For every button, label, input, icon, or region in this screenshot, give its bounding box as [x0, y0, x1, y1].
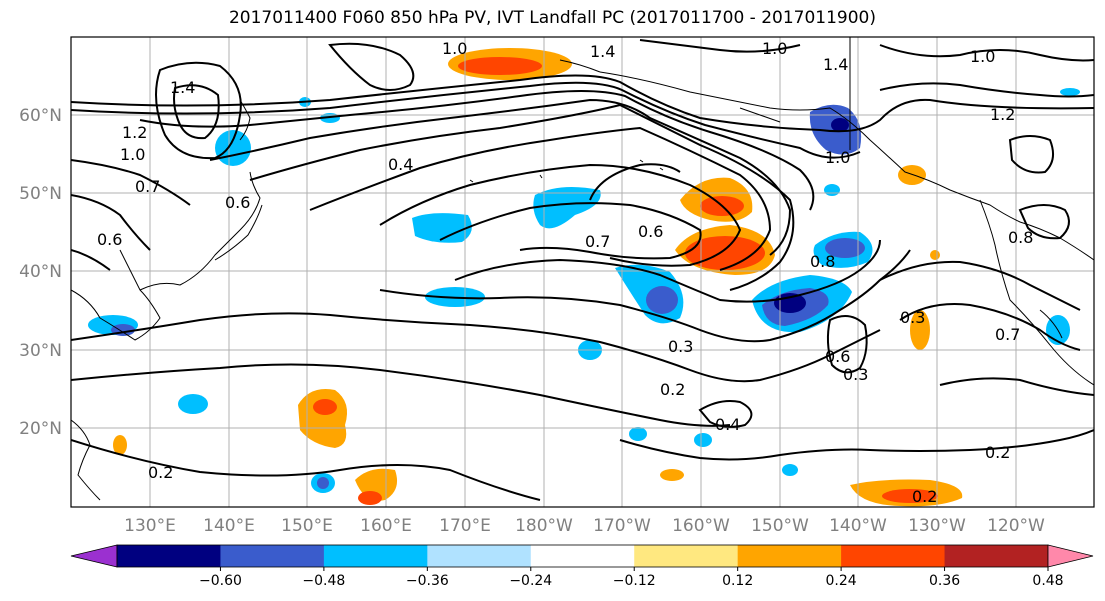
contour-label: 1.4: [170, 78, 195, 97]
colorbar-cell: [944, 545, 1049, 567]
contour-label: 1.2: [122, 123, 147, 142]
colorbar-cell: [841, 545, 946, 567]
contour-label: 0.2: [148, 463, 173, 482]
positive-blob-alaska-north: [448, 48, 572, 80]
lat-label-20n: 20°N: [19, 419, 62, 439]
colorbar-ticks: −0.60 −0.48 −0.36 −0.24 −0.12 0.12 0.24 0.36 0.4…: [199, 567, 1064, 589]
contour-labels: 1.0 1.4 1.4 1.0 1.0 1.4 1.2 1.0 1.2 0.7 …: [97, 39, 1033, 506]
contour-label: 1.4: [590, 42, 615, 61]
contour-label: 1.0: [825, 148, 850, 167]
colorbar-arrow-high: [1047, 544, 1094, 568]
contour-label: 0.8: [810, 252, 835, 271]
colorbar-tick-label: −0.24: [509, 573, 552, 589]
lon-label: 130°E: [124, 516, 176, 536]
map-frame: [70, 36, 1095, 508]
lat-label-50n: 50°N: [19, 184, 62, 204]
colorbar-arrow-low: [70, 544, 118, 568]
colorbar: −0.60 −0.48 −0.36 −0.24 −0.12 0.12 0.24 0.36 0.4…: [70, 544, 1094, 589]
positive-blob-west-pacific: [298, 389, 348, 448]
negative-blob-alaska-gulf: [809, 104, 862, 155]
contour-label: 0.3: [843, 365, 868, 384]
contour-label: 0.7: [995, 325, 1020, 344]
lat-label-60n: 60°N: [19, 106, 62, 126]
lon-label: 140°E: [203, 516, 255, 536]
colorbar-cell: [323, 545, 428, 567]
colorbar-tick-label: 0.12: [722, 573, 753, 589]
contour-lines: [71, 39, 1094, 501]
contour-label: 0.8: [1008, 228, 1033, 247]
contour-label: 0.4: [715, 415, 740, 434]
contour-label: 0.7: [135, 177, 160, 196]
lon-label: 140°W: [829, 516, 887, 536]
colorbar-tick-label: 0.24: [826, 573, 857, 589]
negative-blob-north-central: [533, 186, 601, 229]
contour-label: 0.7: [585, 232, 610, 251]
colorbar-tick-label: −0.60: [199, 573, 242, 589]
contour-label: 0.6: [97, 230, 122, 249]
latitude-labels: 60°N 50°N 40°N 30°N 20°N: [19, 106, 62, 439]
positive-blob-south-east: [850, 479, 963, 507]
lon-label: 150°W: [751, 516, 809, 536]
lon-label: 160°E: [360, 516, 412, 536]
colorbar-tick-label: 0.36: [929, 573, 960, 589]
contour-label: 1.0: [970, 47, 995, 66]
colorbar-cell: [737, 545, 842, 567]
lon-label: 130°W: [908, 516, 966, 536]
contour-label: 1.4: [823, 55, 848, 74]
contour-label: 0.2: [660, 380, 685, 399]
contour-label: 1.0: [120, 145, 145, 164]
contour-label: 0.6: [225, 193, 250, 212]
lon-label: 160°W: [672, 516, 730, 536]
contour-label: 0.2: [912, 487, 937, 506]
coastlines: [71, 37, 1094, 501]
contour-label: 0.4: [388, 155, 413, 174]
negative-blob-mid: [615, 264, 684, 324]
colorbar-cell: [220, 545, 325, 567]
lon-label: 170°E: [439, 516, 491, 536]
colorbar-tick-label: −0.36: [406, 573, 449, 589]
map-title: 2017011400 F060 850 hPa PV, IVT Landfall…: [228, 8, 876, 28]
colorbar-cell: [530, 545, 635, 567]
contour-label: 1.2: [990, 105, 1015, 124]
lon-label: 180°W: [515, 516, 573, 536]
longitude-labels: 130°E 140°E 150°E 160°E 170°E 180°W 170°…: [124, 516, 1045, 536]
colorbar-tick-label: −0.48: [302, 573, 345, 589]
colorbar-cells: [116, 544, 1049, 568]
colorbar-tick-label: 0.48: [1032, 573, 1063, 589]
contour-label: 0.3: [668, 337, 693, 356]
contour-label: 0.2: [985, 443, 1010, 462]
lat-label-40n: 40°N: [19, 262, 62, 282]
contour-label: 0.3: [900, 308, 925, 327]
colorbar-cell: [427, 545, 532, 567]
lon-label: 150°E: [281, 516, 333, 536]
contour-label: 0.6: [638, 222, 663, 241]
contour-label: 0.6: [825, 347, 850, 366]
colorbar-cell: [117, 545, 221, 567]
positive-blob-south-west: [355, 468, 398, 505]
map-background: [71, 37, 1094, 507]
contour-label: 1.0: [762, 39, 787, 58]
lon-label: 170°W: [593, 516, 651, 536]
lat-label-30n: 30°N: [19, 341, 62, 361]
colorbar-tick-label: −0.12: [613, 573, 656, 589]
lon-label: 120°W: [987, 516, 1045, 536]
negative-blob-north-west: [412, 213, 472, 243]
colorbar-cell: [634, 545, 739, 567]
contour-label: 1.0: [442, 39, 467, 58]
